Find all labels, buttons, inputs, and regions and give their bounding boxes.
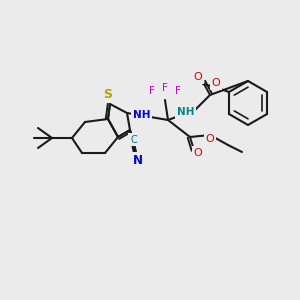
Text: F: F [175, 86, 181, 96]
Text: N: N [133, 154, 143, 166]
Text: F: F [149, 86, 155, 96]
Text: O: O [212, 78, 220, 88]
Text: C: C [130, 135, 137, 145]
Text: NH: NH [177, 107, 194, 117]
Text: O: O [194, 72, 202, 82]
Text: O: O [194, 148, 202, 158]
Text: O: O [206, 134, 214, 144]
Text: F: F [162, 83, 168, 93]
Text: S: S [103, 88, 112, 101]
Text: NH: NH [133, 110, 150, 121]
